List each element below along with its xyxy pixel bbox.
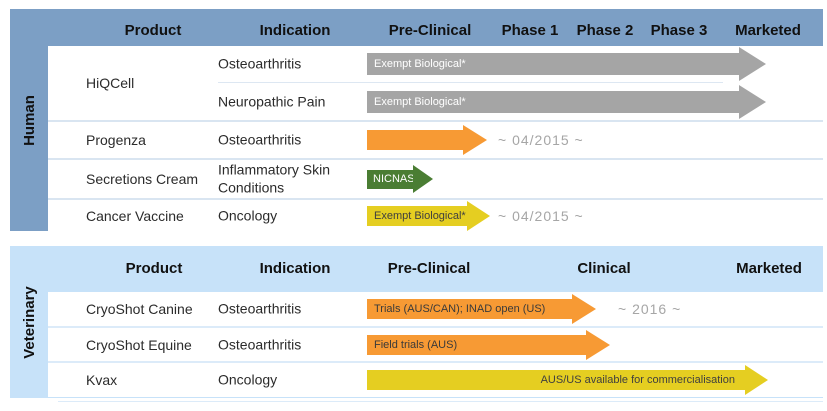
stage-arrow-label: [367, 130, 463, 150]
arrow-head-icon: [467, 200, 490, 231]
arrow-head-icon: [739, 47, 766, 81]
table-row-cryoshot-canine: CryoShot Canine Osteoarthritis Trials (A…: [48, 292, 823, 328]
veterinary-section-label: Veterinary: [10, 246, 48, 398]
stage-arrow-label: NICNAS: [367, 169, 415, 189]
milestone-annotation: ~ 2016 ~: [618, 301, 682, 317]
milestone-annotation: ~ 04/2015 ~: [498, 132, 584, 148]
human-section: Human Product Indication Pre-Clinical Ph…: [10, 9, 823, 231]
stage-arrow-label: Exempt Biological*: [367, 53, 739, 75]
stage-arrow-label: Trials (AUS/CAN); INAD open (US): [367, 299, 572, 319]
human-header-product: Product: [124, 22, 182, 39]
indication-label: Inflammatory Skin Conditions: [218, 161, 331, 196]
vet-header-product: Product: [125, 260, 183, 277]
arrow-head-icon: [572, 294, 596, 324]
human-header-marketed: Marketed: [735, 22, 801, 39]
human-header-phase3: Phase 3: [650, 22, 708, 39]
stage-arrow-orange: Trials (AUS/CAN); INAD open (US): [367, 294, 596, 324]
vet-header-indication: Indication: [259, 260, 331, 277]
stage-arrow-yellow: Exempt Biological*: [367, 200, 490, 231]
stage-arrow-green: NICNAS: [367, 165, 433, 193]
stage-arrow-label: Exempt Biological*: [367, 91, 739, 113]
human-section-label-text: Human: [20, 94, 38, 146]
arrow-head-icon: [745, 365, 768, 395]
human-header-phase2: Phase 2: [576, 22, 634, 39]
arrow-head-icon: [413, 165, 433, 193]
milestone-annotation: ~ 04/2015 ~: [498, 207, 584, 224]
stage-arrow-orange: Field trials (AUS): [367, 329, 610, 360]
vet-header-preclinical: Pre-Clinical: [387, 260, 471, 277]
human-header-indication: Indication: [259, 22, 331, 39]
veterinary-section-label-text: Veterinary: [20, 285, 38, 359]
product-name: CryoShot Canine: [86, 301, 193, 317]
stage-arrow-label: Field trials (AUS): [367, 334, 586, 355]
product-name: HiQCell: [86, 75, 135, 91]
subrow-neuropathic-pain: Neuropathic Pain Exempt Biological*: [48, 84, 823, 120]
product-name: Secretions Cream: [86, 171, 199, 187]
indication-label: Osteoarthritis: [218, 131, 302, 148]
table-bottom-divider: [58, 401, 823, 402]
stage-arrow-label: Exempt Biological*: [367, 205, 467, 226]
arrow-head-icon: [463, 125, 487, 155]
table-row-cryoshot-equine: CryoShot Equine Osteoarthritis Field tri…: [48, 328, 823, 363]
table-row-kvax: Kvax Oncology AUS/US available for comme…: [48, 363, 823, 397]
human-header-preclinical: Pre-Clinical: [388, 22, 472, 39]
table-row-hiqcell: HiQCell Osteoarthritis Exempt Biological…: [48, 46, 823, 122]
product-name: Progenza: [86, 132, 146, 148]
stage-arrow-gray: Exempt Biological*: [367, 85, 766, 119]
indication-label: Osteoarthritis: [218, 55, 302, 72]
product-name: Kvax: [86, 372, 118, 388]
stage-arrow-orange: [367, 125, 487, 155]
human-header-phase1: Phase 1: [501, 22, 559, 39]
stage-arrow-label: AUS/US available for commercialisation: [367, 370, 745, 390]
human-rows: HiQCell Osteoarthritis Exempt Biological…: [48, 46, 823, 231]
table-row-cancer-vaccine: Cancer Vaccine Oncology Exempt Biologica…: [48, 200, 823, 231]
indication-label: Osteoarthritis: [218, 300, 302, 317]
indication-label: Neuropathic Pain: [218, 93, 326, 110]
veterinary-rows: CryoShot Canine Osteoarthritis Trials (A…: [48, 292, 823, 397]
vet-header-marketed: Marketed: [736, 260, 802, 277]
vet-header-clinical: Clinical: [577, 260, 631, 277]
subrow-divider: [218, 82, 723, 83]
veterinary-section: Veterinary Product Indication Pre-Clinic…: [10, 246, 823, 398]
indication-label: Oncology: [218, 371, 278, 388]
indication-label: Osteoarthritis: [218, 335, 302, 352]
stage-arrow-yellow: AUS/US available for commercialisation: [367, 365, 768, 395]
product-name: CryoShot Equine: [86, 336, 192, 353]
subrow-osteoarthritis: Osteoarthritis Exempt Biological*: [48, 46, 823, 82]
arrow-head-icon: [586, 329, 610, 360]
indication-label: Oncology: [218, 206, 278, 223]
arrow-head-icon: [739, 85, 766, 119]
table-row-secretions-cream: Secretions Cream Inflammatory Skin Condi…: [48, 160, 823, 200]
stage-arrow-gray: Exempt Biological*: [367, 47, 766, 81]
product-name: Cancer Vaccine: [86, 207, 184, 224]
table-row-progenza: Progenza Osteoarthritis ~ 04/2015 ~: [48, 122, 823, 160]
human-section-label: Human: [10, 9, 48, 231]
